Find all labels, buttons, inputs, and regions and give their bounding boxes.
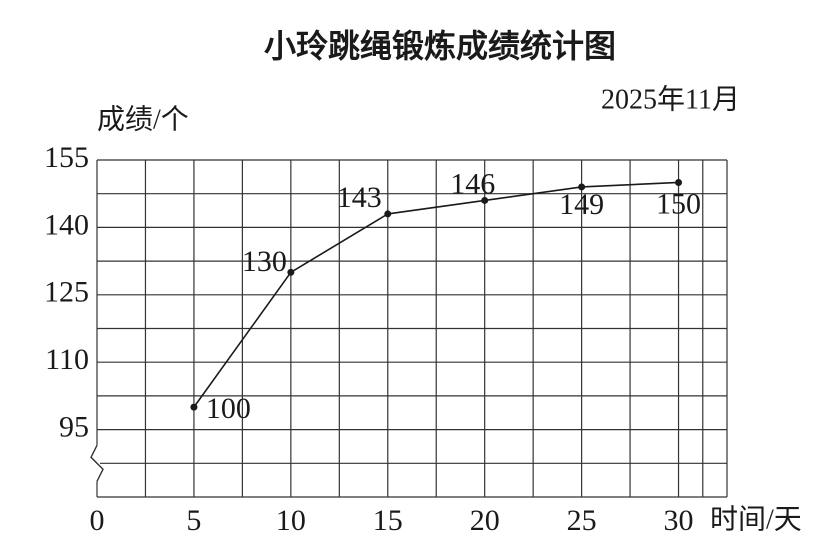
x-tick-label: 25 (567, 504, 597, 537)
x-tick-label: 15 (373, 504, 403, 537)
data-point (481, 196, 489, 204)
x-tick-label: 20 (470, 504, 500, 537)
y-tick-label: 140 (44, 208, 89, 241)
data-point (578, 183, 586, 191)
x-axis-label: 时间/天 (710, 503, 802, 535)
y-tick-label: 110 (45, 343, 89, 376)
data-label: 130 (242, 245, 287, 278)
y-axis-label: 成绩/个 (97, 103, 189, 135)
data-label: 143 (337, 181, 382, 214)
data-label: 100 (206, 392, 251, 425)
data-label: 146 (450, 167, 495, 200)
data-label: 150 (656, 187, 701, 220)
data-point (384, 210, 392, 218)
y-tick-label: 125 (44, 276, 89, 309)
data-label: 149 (559, 188, 604, 221)
y-tick-label: 155 (44, 141, 89, 174)
line (193, 181, 679, 408)
data-point (675, 178, 683, 186)
x-tick-label: 10 (276, 504, 306, 537)
data-point (287, 268, 295, 276)
x-tick-label: 0 (90, 504, 105, 537)
data-point (190, 403, 198, 411)
x-tick-label: 30 (664, 504, 694, 537)
axis-break (90, 444, 104, 482)
x-tick-label: 5 (186, 504, 201, 537)
chart-subtitle: 2025年11月 (601, 83, 740, 115)
chart-title: 小玲跳绳锻炼成绩统计图 (264, 27, 616, 65)
y-tick-label: 95 (59, 410, 89, 443)
